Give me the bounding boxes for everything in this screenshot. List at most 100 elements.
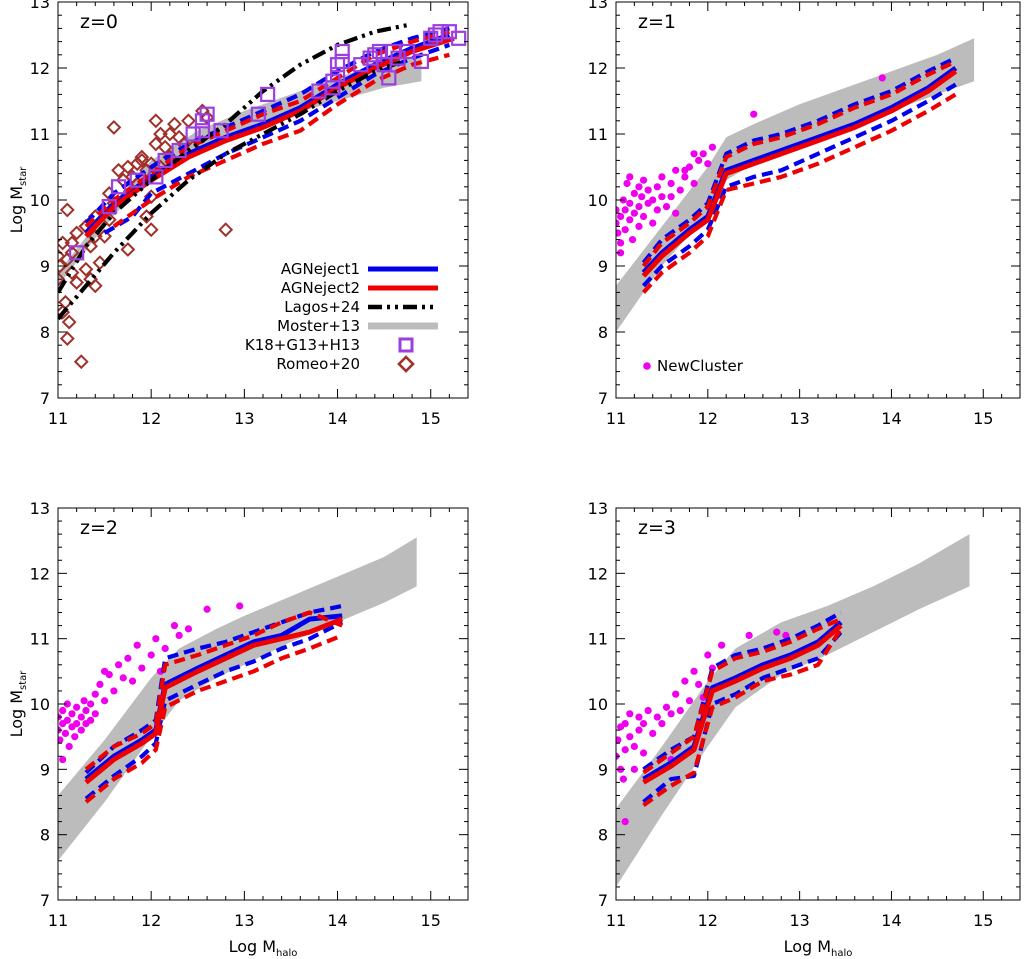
newcluster-point — [63, 716, 71, 724]
k18-point — [432, 24, 448, 40]
legend-swatch — [398, 337, 414, 353]
legend-label: Lagos+24 — [284, 298, 360, 316]
romeo-point — [78, 261, 94, 277]
newcluster-point — [653, 206, 661, 214]
series-line-7 — [58, 59, 404, 321]
y-axis-label: Log Mstar — [7, 166, 29, 234]
romeo-point — [134, 149, 150, 165]
k18-point — [334, 53, 350, 70]
x-tick-label: 11 — [48, 911, 68, 930]
series-line-4 — [642, 617, 842, 775]
newcluster-point — [782, 631, 790, 640]
y-tick-label: 9 — [598, 760, 608, 779]
newcluster-point — [119, 674, 127, 682]
plot-area — [58, 23, 467, 370]
k18-point — [157, 152, 173, 168]
newcluster-point — [630, 189, 638, 197]
x-tick-label: 12 — [698, 911, 718, 930]
romeo-point — [59, 331, 75, 347]
newcluster-point — [621, 818, 629, 826]
newcluster-point — [621, 720, 629, 728]
y-tick-label: 8 — [598, 826, 608, 845]
legend-label: K18+G13+H13 — [245, 336, 360, 354]
newcluster-point — [184, 625, 193, 633]
k18-point — [413, 53, 430, 70]
romeo-point — [167, 116, 182, 132]
newcluster-point — [73, 703, 81, 711]
series-line-2 — [642, 630, 843, 804]
y-tick-label: 13 — [30, 499, 50, 518]
newcluster-point — [635, 713, 643, 721]
panel-label: z=0 — [80, 11, 118, 33]
series-line-4 — [641, 59, 957, 268]
newcluster-point — [672, 690, 680, 698]
newcluster-point — [616, 206, 620, 214]
newcluster-point — [635, 222, 643, 230]
newcluster-point — [87, 700, 95, 708]
k18-point — [367, 47, 383, 63]
series-line-3 — [84, 35, 455, 239]
newcluster-point — [630, 209, 638, 217]
romeo-point — [148, 136, 164, 152]
newcluster-point — [621, 206, 629, 214]
newcluster-point — [745, 631, 753, 640]
newcluster-point — [644, 186, 652, 194]
y-tick-label: 7 — [598, 891, 608, 910]
newcluster-point — [100, 697, 109, 705]
series-line-6 — [58, 23, 408, 294]
newcluster-point — [658, 720, 666, 728]
newcluster-point — [616, 219, 620, 227]
k18-point — [199, 106, 215, 122]
romeo-point — [58, 258, 68, 274]
series-line-0 — [641, 65, 958, 275]
panel-0: 11 12 13 14 15 7 8 9 10 11 12 13 z=0 Log Mstar AGNejec… — [7, 0, 469, 428]
newcluster-point — [628, 236, 637, 244]
y-tick-label: 10 — [30, 695, 50, 714]
newcluster-point — [662, 703, 671, 711]
newcluster-point — [639, 720, 648, 728]
legend-label: NewCluster — [657, 357, 744, 375]
newcluster-point — [649, 729, 657, 738]
romeo-point — [64, 265, 80, 281]
x-tick-label: 12 — [141, 911, 161, 930]
newcluster-point — [658, 193, 666, 201]
newcluster-point — [616, 249, 625, 257]
newcluster-point — [114, 661, 123, 669]
newcluster-point — [639, 176, 648, 184]
plot-area — [616, 534, 970, 887]
y-tick-label: 11 — [30, 125, 50, 144]
series-line-2 — [641, 82, 957, 288]
x-tick-label: 12 — [141, 409, 161, 428]
newcluster-point — [685, 697, 694, 705]
newcluster-point — [73, 720, 81, 728]
romeo-point — [59, 202, 75, 218]
newcluster-point — [68, 710, 76, 718]
newcluster-point — [672, 166, 680, 174]
romeo-point — [181, 113, 196, 129]
k18-point — [110, 179, 127, 195]
y-tick-label: 8 — [40, 323, 50, 342]
newcluster-point — [161, 644, 169, 653]
newcluster-point — [681, 173, 689, 181]
romeo-point — [58, 248, 66, 264]
newcluster-point — [653, 713, 661, 721]
newcluster-point — [676, 706, 684, 715]
series-line-3 — [641, 69, 958, 278]
newcluster-point — [147, 651, 155, 659]
newcluster-point — [152, 635, 160, 643]
k18-point — [334, 43, 350, 60]
series-line-0 — [84, 613, 343, 782]
romeo-point — [58, 271, 66, 287]
newcluster-point — [708, 143, 717, 151]
panel-label: z=1 — [638, 11, 676, 33]
legend-label: AGNeject2 — [281, 279, 360, 297]
romeo-point — [148, 113, 164, 129]
series-line-3 — [84, 616, 344, 785]
newcluster-point — [635, 183, 643, 191]
series-line-0 — [642, 620, 843, 782]
newcluster-point — [635, 203, 643, 211]
newcluster-point — [175, 631, 183, 640]
newcluster-point — [110, 687, 118, 695]
newcluster-point — [203, 605, 211, 613]
newcluster-point — [717, 641, 726, 649]
